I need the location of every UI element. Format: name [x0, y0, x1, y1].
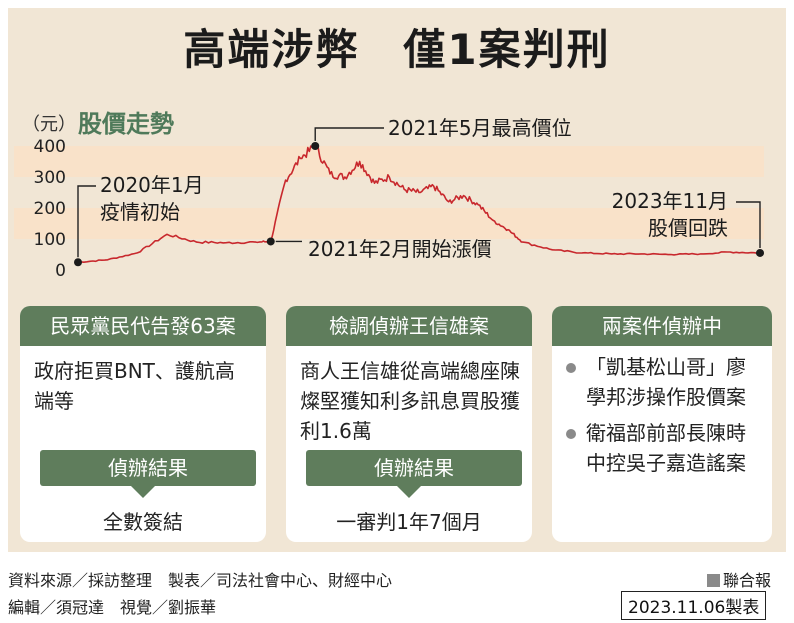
y-tick-label: 100	[34, 230, 66, 250]
date-stamp: 2023.11.06製表	[621, 591, 767, 620]
annotation-start: 疫情初始	[100, 200, 180, 224]
y-ticks: 0 100 200 300 400	[34, 137, 66, 281]
footer-editors: 編輯／須冠達 視覺／劉振華	[8, 598, 217, 617]
list-item-text: 「凱基松山哥」廖學邦涉操作股價案	[586, 355, 746, 409]
result-label: 偵辦結果	[40, 450, 256, 486]
chart-bands	[14, 146, 764, 239]
card-body: 商人王信雄從高端總座陳燦堅獲知利多訊息買股獲利1.6萬	[300, 359, 520, 443]
list-item-text: 衛福部前部長陳時中控吳子嘉造謠案	[586, 421, 746, 475]
bullet-icon	[566, 363, 576, 373]
page-title: 高端涉弊 僅1案判刑	[183, 25, 611, 74]
leader-peak	[314, 127, 384, 141]
y-tick-label: 400	[34, 137, 66, 157]
y-tick-label: 300	[34, 168, 66, 188]
annotation-end: 2023年11月	[612, 189, 728, 213]
marker-start	[74, 258, 82, 267]
down-arrow-icon	[131, 486, 155, 498]
grid-band-0	[14, 208, 764, 239]
brand-text: 聯合報	[723, 571, 772, 590]
annotation-rise: 2021年2月開始漲價	[308, 237, 492, 261]
result-text: 全數簽結	[103, 510, 183, 534]
card-header: 兩案件偵辦中	[552, 306, 772, 346]
brand: 聯合報	[707, 567, 771, 591]
leader-start	[77, 185, 96, 258]
brand-square-icon	[707, 574, 720, 587]
y-tick-label: 200	[34, 199, 66, 219]
grid-band-1	[14, 146, 764, 177]
series-group	[77, 145, 761, 264]
footer-source: 資料來源／採訪整理 製表／司法社會中心、財經中心	[8, 571, 393, 590]
leader-end	[736, 201, 761, 248]
annotation-peak: 2021年5月最高價位	[388, 116, 572, 140]
annotation-start: 2020年1月	[100, 173, 204, 197]
result-text: 一審判1年7個月	[336, 510, 482, 534]
card-wang-case: 檢調偵辦王信雄案 商人王信雄從高端總座陳燦堅獲知利多訊息買股獲利1.6萬 偵辦結…	[286, 306, 532, 542]
series-line	[77, 145, 761, 264]
marker-rise	[266, 237, 275, 246]
list-item: 衛福部前部長陳時中控吳子嘉造謠案	[566, 418, 760, 478]
card-complaints: 民眾黨民代告發63案 政府拒買BNT、護航高端等 偵辦結果 全數簽結	[20, 306, 266, 542]
result-label: 偵辦結果	[306, 450, 522, 486]
y-unit-label: （元）	[22, 114, 76, 135]
list-item: 「凱基松山哥」廖學邦涉操作股價案	[566, 352, 760, 412]
marker-end	[756, 248, 764, 257]
card-ongoing: 兩案件偵辦中 「凱基松山哥」廖學邦涉操作股價案 衛福部前部長陳時中控吳子嘉造謠案	[552, 306, 772, 542]
annotation-end: 股價回跌	[648, 216, 728, 240]
card-header: 民眾黨民代告發63案	[20, 306, 266, 346]
chart-title: 股價走勢	[78, 110, 174, 138]
y-tick-label: 0	[55, 261, 66, 281]
bullet-icon	[566, 429, 576, 439]
marker-peak	[311, 142, 320, 150]
card-body: 政府拒買BNT、護航高端等	[34, 359, 235, 413]
card-body: 「凱基松山哥」廖學邦涉操作股價案 衛福部前部長陳時中控吳子嘉造謠案	[552, 346, 772, 478]
down-arrow-icon	[397, 486, 421, 498]
card-header: 檢調偵辦王信雄案	[286, 306, 532, 346]
